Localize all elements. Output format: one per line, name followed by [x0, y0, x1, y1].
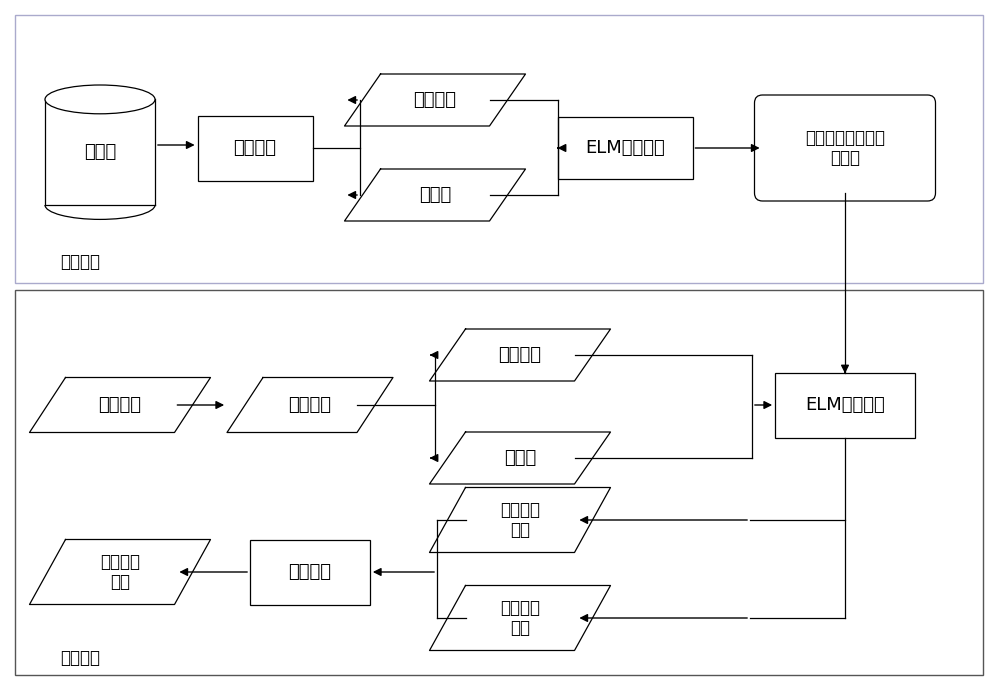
Text: 训练集: 训练集 — [84, 143, 116, 161]
Polygon shape — [430, 487, 610, 552]
Bar — [775, 373, 915, 437]
Text: 面片分类
概率: 面片分类 概率 — [500, 500, 540, 539]
Polygon shape — [344, 74, 526, 126]
FancyBboxPatch shape — [755, 95, 936, 201]
Text: 分割标注
结果: 分割标注 结果 — [100, 552, 140, 591]
Polygon shape — [30, 539, 210, 604]
Text: ELM分类测试: ELM分类测试 — [805, 396, 885, 414]
Text: 边界分类
概率: 边界分类 概率 — [500, 599, 540, 637]
Bar — [45, 99, 155, 205]
Polygon shape — [430, 432, 610, 484]
Text: 分类模型权重和偏
置参数: 分类模型权重和偏 置参数 — [805, 128, 885, 167]
Polygon shape — [344, 169, 526, 221]
Polygon shape — [430, 586, 610, 650]
Ellipse shape — [45, 85, 155, 114]
Bar — [15, 290, 983, 675]
Bar — [250, 539, 370, 604]
Bar — [198, 115, 312, 180]
Text: 目标形状: 目标形状 — [98, 396, 142, 414]
Text: 图割优化: 图割优化 — [288, 563, 332, 581]
Text: 训练过程: 训练过程 — [60, 253, 100, 271]
Text: 边特征: 边特征 — [419, 186, 451, 204]
Text: 面片特征: 面片特征 — [498, 346, 542, 364]
Text: 面片特征: 面片特征 — [414, 91, 456, 109]
Text: ELM分类训练: ELM分类训练 — [585, 139, 665, 157]
Text: 特征提取: 特征提取 — [234, 139, 276, 157]
Text: 边特征: 边特征 — [504, 449, 536, 467]
Polygon shape — [227, 378, 393, 432]
Text: 标注过程: 标注过程 — [60, 649, 100, 667]
Text: 特征提取: 特征提取 — [288, 396, 332, 414]
Bar — [15, 15, 983, 283]
Bar — [558, 117, 692, 179]
Polygon shape — [430, 329, 610, 381]
Polygon shape — [30, 378, 210, 432]
